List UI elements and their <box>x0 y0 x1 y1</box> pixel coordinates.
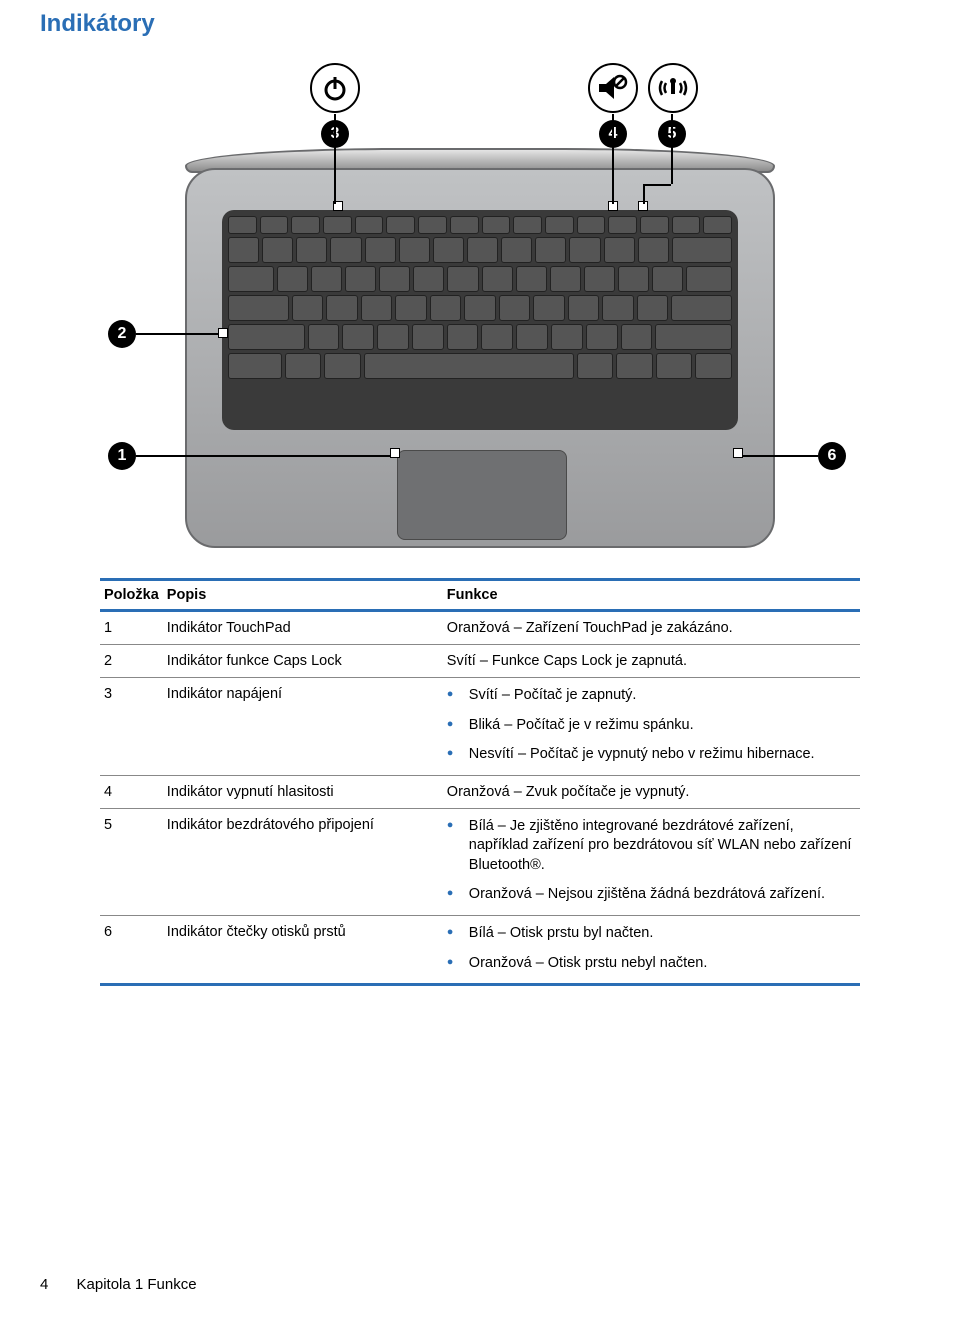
marker-6 <box>733 448 743 458</box>
th-polozka: Položka <box>100 580 163 611</box>
table-row: 2 Indikátor funkce Caps Lock Svítí – Fun… <box>100 645 860 678</box>
page-number: 4 <box>40 1276 48 1293</box>
table-row: 3 Indikátor napájení Svítí – Počítač je … <box>100 678 860 776</box>
page-footer: 4 Kapitola 1 Funkce <box>40 1276 197 1293</box>
chapter-label: Kapitola 1 Funkce <box>77 1276 197 1293</box>
keyboard <box>222 210 738 430</box>
indicators-table: Položka Popis Funkce 1 Indikátor TouchPa… <box>100 578 860 986</box>
mute-icon <box>588 63 638 113</box>
table-row: 5 Indikátor bezdrátového připojení Bílá … <box>100 808 860 915</box>
power-icon <box>310 63 360 113</box>
wireless-icon <box>648 63 698 113</box>
marker-2 <box>218 328 228 338</box>
touchpad <box>397 450 567 540</box>
table-row: 4 Indikátor vypnutí hlasitosti Oranžová … <box>100 775 860 808</box>
section-title: Indikátory <box>40 10 860 38</box>
callout-6: 6 <box>818 442 846 470</box>
th-popis: Popis <box>163 580 443 611</box>
callout-2: 2 <box>108 320 136 348</box>
table-row: 1 Indikátor TouchPad Oranžová – Zařízení… <box>100 611 860 645</box>
callout-1: 1 <box>108 442 136 470</box>
table-row: 6 Indikátor čtečky otisků prstů Bílá – O… <box>100 915 860 984</box>
marker-1 <box>390 448 400 458</box>
th-funkce: Funkce <box>443 580 860 611</box>
laptop-figure: 1 2 3 4 5 6 <box>100 58 860 558</box>
laptop-body <box>185 168 775 548</box>
